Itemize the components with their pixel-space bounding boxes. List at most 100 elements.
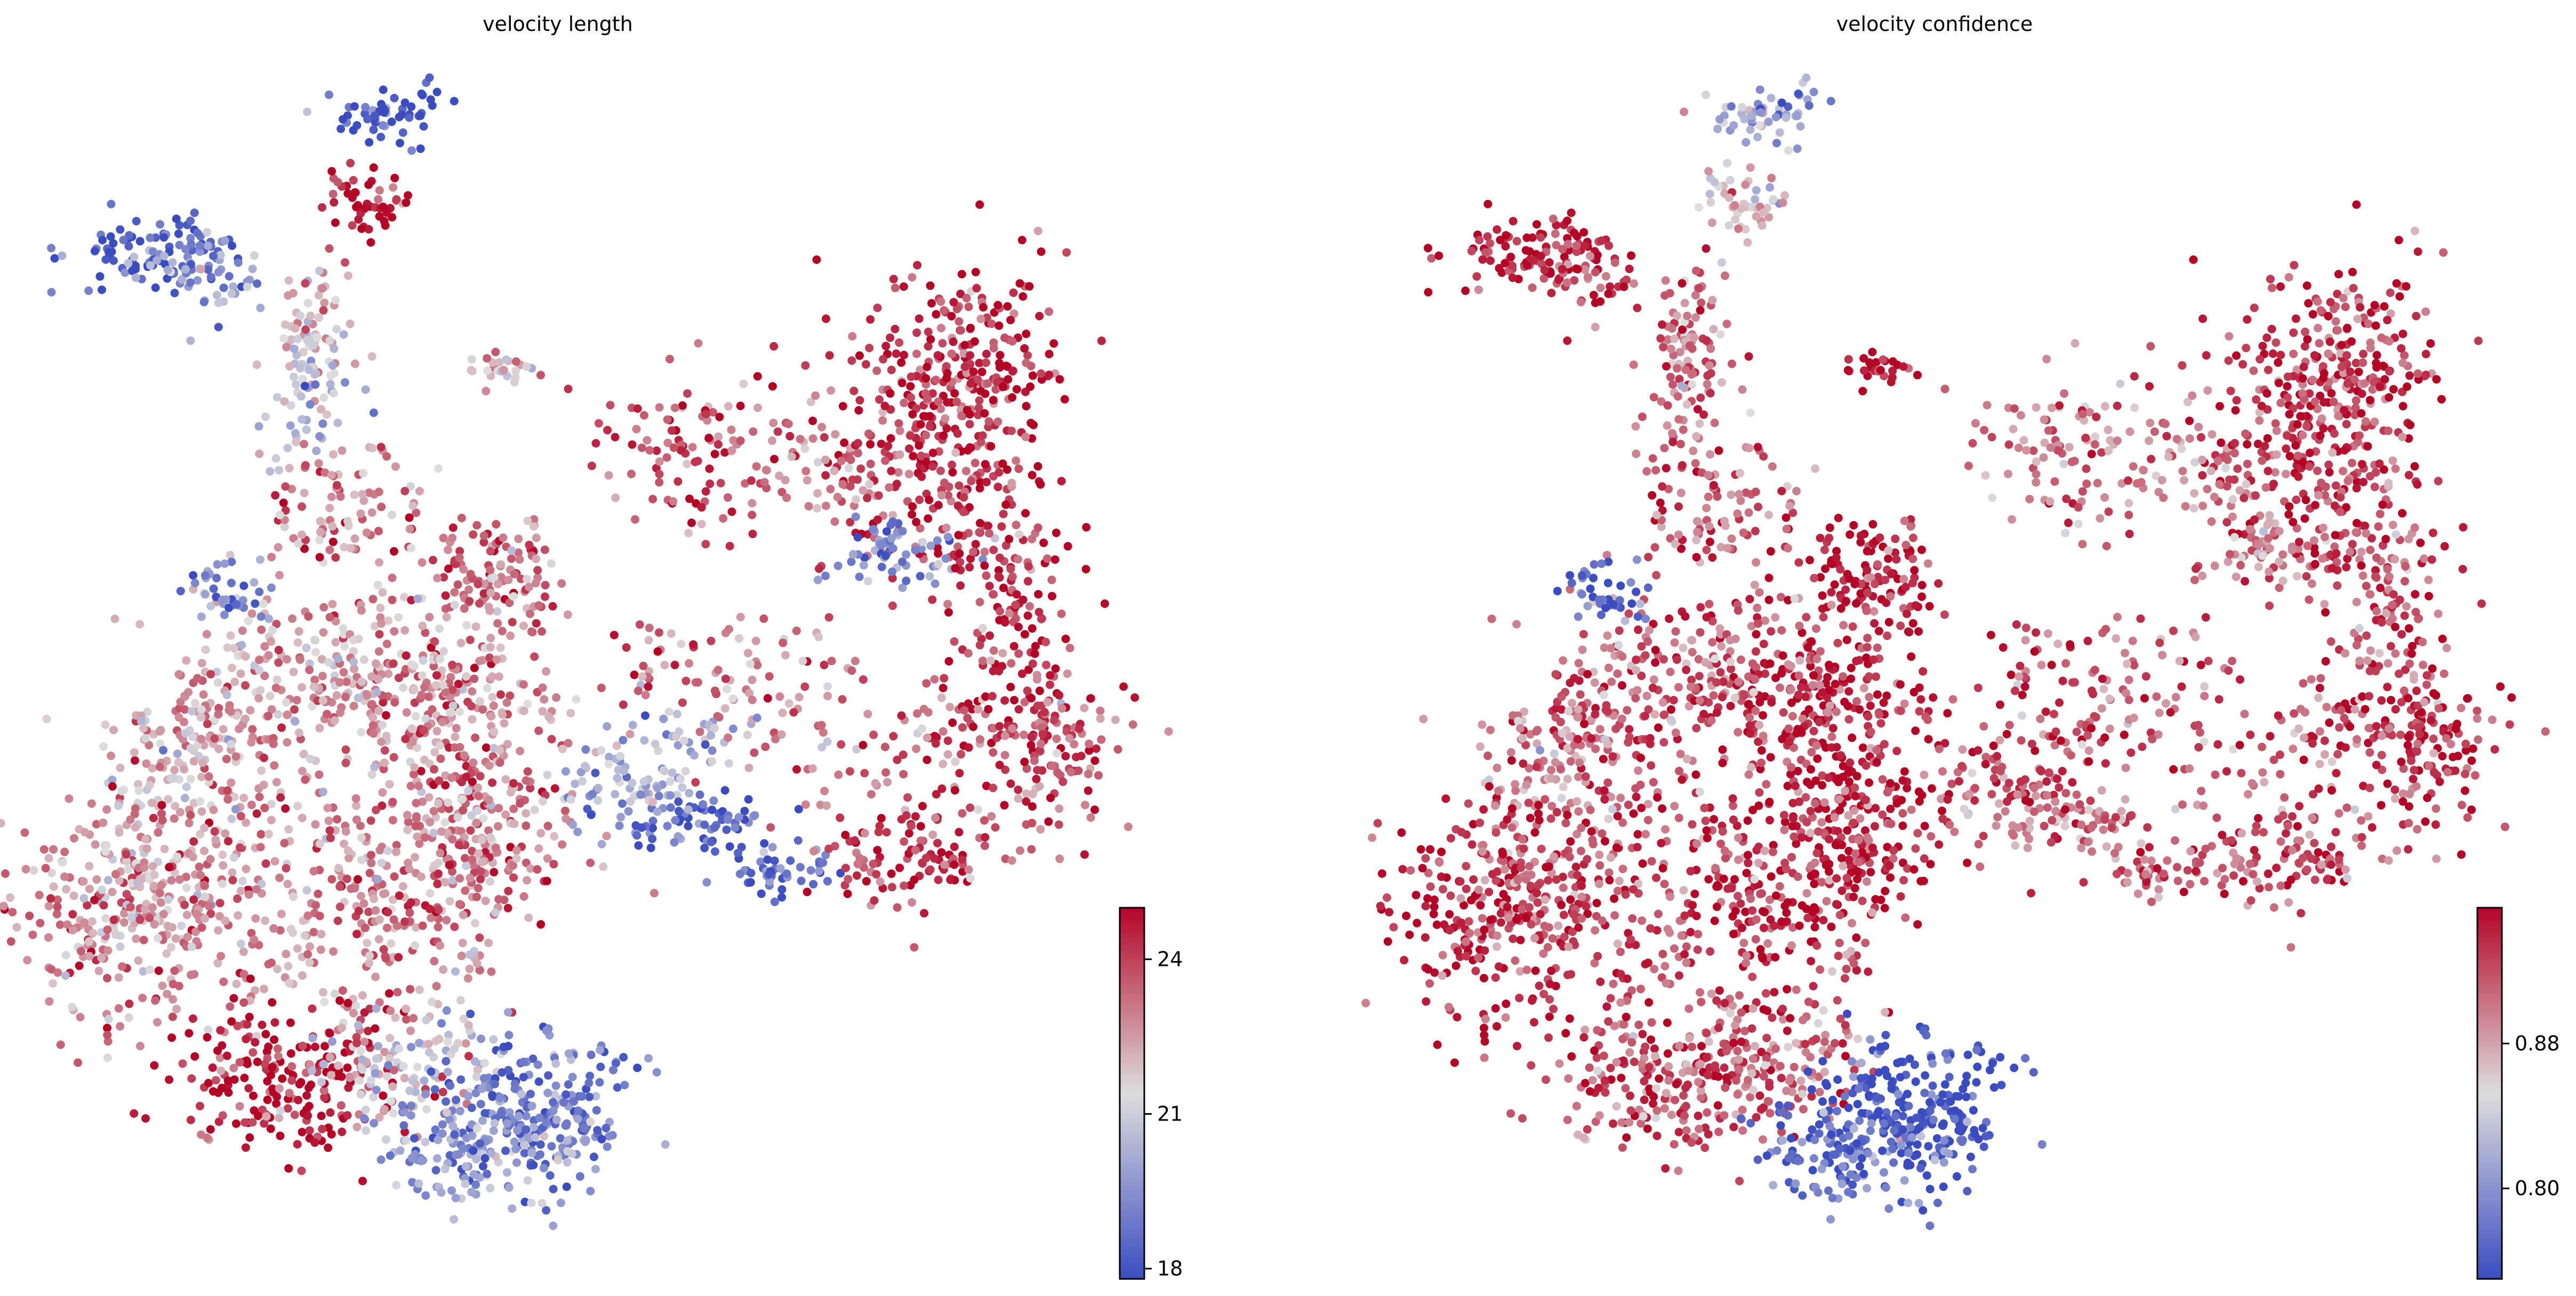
scatter-point xyxy=(855,396,864,405)
scatter-point xyxy=(486,565,495,574)
scatter-point xyxy=(1692,553,1701,562)
scatter-point xyxy=(114,973,123,982)
scatter-point xyxy=(187,1074,196,1083)
scatter-point xyxy=(1001,500,1010,509)
scatter-point xyxy=(705,479,715,489)
scatter-point xyxy=(1832,553,1841,562)
scatter-point xyxy=(809,847,818,855)
scatter-point xyxy=(118,962,126,971)
scatter-point xyxy=(250,935,259,944)
scatter-point xyxy=(980,409,989,418)
scatter-point xyxy=(1781,513,1791,522)
scatter-point xyxy=(290,705,299,714)
scatter-point xyxy=(498,710,507,719)
scatter-point xyxy=(275,873,284,882)
scatter-point xyxy=(283,444,292,453)
scatter-point xyxy=(1591,268,1600,277)
scatter-point xyxy=(235,843,244,852)
scatter-point xyxy=(357,892,365,901)
scatter-point xyxy=(461,854,469,863)
scatter-point xyxy=(817,422,826,431)
scatter-point xyxy=(922,679,931,688)
scatter-point xyxy=(138,994,147,1003)
scatter-point xyxy=(971,268,980,277)
scatter-point xyxy=(1667,324,1676,333)
scatter-point xyxy=(244,1084,253,1093)
scatter-point xyxy=(516,747,525,756)
scatter-point xyxy=(317,1077,326,1086)
scatter-point xyxy=(1578,645,1587,654)
scatter-point xyxy=(1923,559,1932,568)
scatter-point xyxy=(339,115,348,124)
scatter-point xyxy=(1722,319,1731,329)
scatter-point xyxy=(509,873,518,882)
scatter-point xyxy=(260,985,268,994)
scatter-point xyxy=(281,804,290,813)
scatter-point xyxy=(918,538,927,547)
scatter-point xyxy=(85,862,94,870)
scatter-point xyxy=(1856,531,1865,540)
scatter-point xyxy=(407,146,416,155)
scatter-point xyxy=(163,274,172,283)
scatter-point xyxy=(470,1057,479,1066)
scatter-point xyxy=(438,1120,447,1129)
scatter-point xyxy=(8,908,17,917)
scatter-point xyxy=(1704,471,1713,479)
scatter-point xyxy=(604,471,613,480)
scatter-point xyxy=(633,1063,642,1073)
scatter-point xyxy=(394,953,403,962)
scatter-point xyxy=(1656,498,1665,507)
scatter-point xyxy=(382,1135,390,1144)
scatter-point xyxy=(201,645,210,654)
scatter-point xyxy=(874,828,883,836)
scatter-point xyxy=(349,701,358,710)
scatter-point xyxy=(89,929,98,938)
scatter-point xyxy=(408,737,417,746)
scatter-point xyxy=(177,921,186,930)
scatter-point xyxy=(351,794,360,803)
scatter-point xyxy=(511,1145,520,1154)
scatter-point xyxy=(1821,564,1829,573)
scatter-point xyxy=(1014,555,1023,564)
scatter-point xyxy=(266,1124,275,1133)
scatter-point xyxy=(1879,355,1888,364)
scatter-point xyxy=(98,285,106,294)
scatter-point xyxy=(330,716,339,725)
scatter-point xyxy=(44,854,53,863)
scatter-point xyxy=(214,323,223,332)
scatter-point xyxy=(930,675,939,684)
scatter-point xyxy=(1020,344,1029,353)
scatter-point xyxy=(469,758,478,767)
scatter-point xyxy=(1705,361,1714,370)
scatter-point xyxy=(862,877,871,886)
scatter-point xyxy=(268,998,277,1007)
scatter-point xyxy=(430,748,439,757)
scatter-point xyxy=(853,533,862,542)
scatter-point xyxy=(171,934,180,943)
scatter-point xyxy=(1673,392,1682,401)
scatter-point xyxy=(1481,248,1490,257)
scatter-point xyxy=(644,636,653,645)
scatter-point xyxy=(471,1180,480,1189)
scatter-point xyxy=(147,798,156,807)
scatter-point xyxy=(485,761,494,770)
scatter-point xyxy=(360,923,370,932)
scatter-point xyxy=(1486,239,1495,248)
scatter-point xyxy=(247,738,256,747)
scatter-point xyxy=(941,554,950,563)
scatter-point xyxy=(908,502,917,511)
colorbar-tick-label: 24 xyxy=(1157,948,1183,971)
scatter-point xyxy=(303,911,312,920)
scatter-point xyxy=(466,570,475,579)
scatter-point xyxy=(634,841,643,850)
scatter-point xyxy=(1026,382,1035,391)
scatter-point xyxy=(1030,649,1039,658)
scatter-point xyxy=(744,763,753,772)
scatter-point xyxy=(312,446,321,455)
scatter-point xyxy=(135,237,145,246)
scatter-point xyxy=(1007,426,1016,435)
scatter-point xyxy=(116,1022,124,1031)
scatter-point xyxy=(277,909,286,918)
scatter-point xyxy=(150,920,159,929)
scatter-point xyxy=(263,1095,272,1105)
